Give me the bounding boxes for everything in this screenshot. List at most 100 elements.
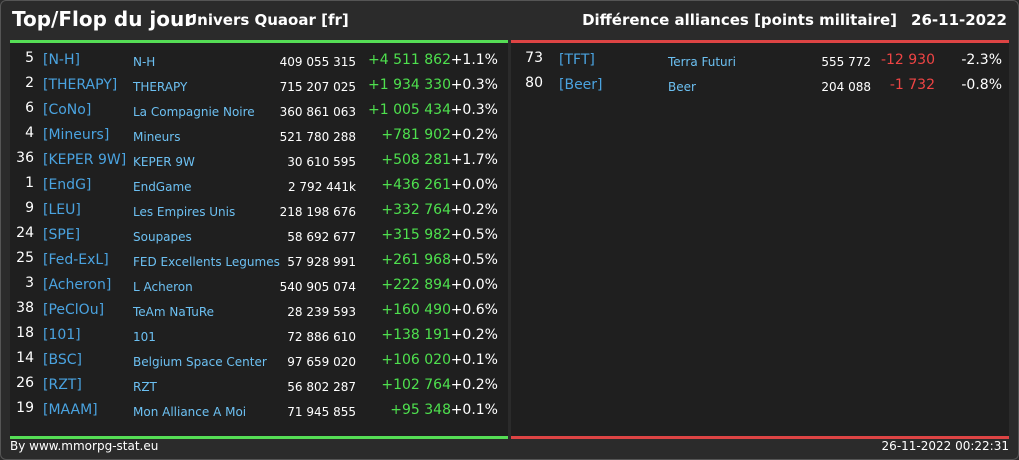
- points-difference: +1 005 434: [368, 102, 451, 118]
- percent-change: +0.2%: [450, 202, 498, 218]
- points-difference: -1 732: [889, 77, 935, 93]
- alliance-rank: 19: [16, 400, 34, 416]
- alliance-name[interactable]: EndGame: [133, 180, 192, 194]
- alliance-name[interactable]: Terra Futuri: [668, 55, 736, 69]
- alliance-rank: 4: [25, 125, 34, 141]
- alliance-rank: 26: [16, 375, 34, 391]
- alliance-tag[interactable]: [TFT]: [559, 52, 595, 68]
- alliance-name[interactable]: FED Excellents Legumes: [133, 255, 280, 269]
- alliance-points: 204 088: [821, 80, 871, 94]
- ranking-label: Différence alliances [points militaire]: [582, 11, 898, 29]
- alliance-tag[interactable]: [LEU]: [43, 202, 81, 218]
- percent-change: +0.6%: [450, 302, 498, 318]
- percent-change: -2.3%: [961, 52, 1002, 68]
- alliance-points: 57 928 991: [287, 255, 356, 269]
- alliance-name[interactable]: 101: [133, 330, 156, 344]
- alliance-name[interactable]: RZT: [133, 380, 157, 394]
- alliance-name[interactable]: Beer: [668, 80, 696, 94]
- alliance-tag[interactable]: [SPE]: [43, 227, 81, 243]
- alliance-name[interactable]: L Acheron: [133, 280, 193, 294]
- alliance-name[interactable]: Mon Alliance A Moi: [133, 405, 247, 419]
- alliance-name[interactable]: KEPER 9W: [133, 155, 195, 169]
- percent-change: +0.0%: [450, 177, 498, 193]
- top-gainers-panel: 5 [N-H] N-H 409 055 315 +4 511 862 +1.1% 2 [THE…: [10, 40, 508, 439]
- percent-change: +0.0%: [450, 277, 498, 293]
- header-date: 26-11-2022: [911, 11, 1007, 29]
- points-difference: +106 020: [381, 352, 451, 368]
- alliance-tag[interactable]: [Beer]: [559, 77, 603, 93]
- alliance-row: 5 [N-H] N-H 409 055 315 +4 511 862 +1.1%: [10, 50, 508, 75]
- alliance-tag[interactable]: [BSC]: [43, 352, 82, 368]
- alliance-rank: 14: [16, 350, 34, 366]
- alliance-points: 218 198 676: [279, 205, 356, 219]
- alliance-tag[interactable]: [101]: [43, 327, 81, 343]
- alliance-tag[interactable]: [PeClOu]: [43, 302, 105, 318]
- header-right: Différence alliances [points militaire] 2…: [582, 11, 1007, 29]
- alliance-points: 71 945 855: [287, 405, 356, 419]
- percent-change: +0.3%: [450, 77, 498, 93]
- points-difference: -12 930: [880, 52, 935, 68]
- points-difference: +436 261: [381, 177, 451, 193]
- alliance-points: 2 792 441k: [287, 180, 356, 194]
- alliance-name[interactable]: Soupapes: [133, 230, 192, 244]
- percent-change: +0.2%: [450, 127, 498, 143]
- points-difference: +222 894: [381, 277, 451, 293]
- alliance-points: 409 055 315: [279, 55, 356, 69]
- alliance-rank: 6: [25, 100, 34, 116]
- alliance-tag[interactable]: [THERAPY]: [43, 77, 118, 93]
- alliance-tag[interactable]: [Mineurs]: [43, 127, 110, 143]
- alliance-tag[interactable]: [CoNo]: [43, 102, 92, 118]
- alliance-rank: 18: [16, 325, 34, 341]
- alliance-rank: 24: [16, 225, 34, 241]
- points-difference: +332 764: [381, 202, 451, 218]
- alliance-row: 25 [Fed-ExL] FED Excellents Legumes 57 928 …: [10, 250, 508, 275]
- alliance-name[interactable]: N-H: [133, 55, 156, 69]
- alliance-tag[interactable]: [N-H]: [43, 52, 80, 68]
- alliance-points: 28 239 593: [287, 305, 356, 319]
- alliance-rank: 2: [25, 75, 34, 91]
- alliance-points: 56 802 287: [287, 380, 356, 394]
- points-difference: +508 281: [381, 152, 451, 168]
- percent-change: +0.2%: [450, 377, 498, 393]
- header: Top/Flop du jour Univers Quaoar [fr] Dif…: [0, 0, 1019, 40]
- points-difference: +315 982: [381, 227, 451, 243]
- alliance-tag[interactable]: [MAAM]: [43, 402, 98, 418]
- alliance-row: 80 [Beer] Beer 204 088 -1 732 -0.8%: [511, 75, 1009, 100]
- alliance-tag[interactable]: [EndG]: [43, 177, 92, 193]
- percent-change: +0.5%: [450, 227, 498, 243]
- alliance-tag[interactable]: [KEPER 9W]: [43, 152, 127, 168]
- alliance-rank: 9: [25, 200, 34, 216]
- alliance-tag[interactable]: [RZT]: [43, 377, 82, 393]
- points-difference: +4 511 862: [368, 52, 451, 68]
- alliance-name[interactable]: THERAPY: [133, 80, 188, 94]
- alliance-row: 38 [PeClOu] TeAm NaTuRe 28 239 593 +160 490 +…: [10, 300, 508, 325]
- alliance-row: 9 [LEU] Les Empires Unis 218 198 676 +332 76…: [10, 200, 508, 225]
- alliance-name[interactable]: Mineurs: [133, 130, 181, 144]
- alliance-row: 26 [RZT] RZT 56 802 287 +102 764 +0.2%: [10, 375, 508, 400]
- alliance-rank: 73: [525, 50, 543, 66]
- alliance-points: 30 610 595: [287, 155, 356, 169]
- alliance-points: 555 772: [821, 55, 871, 69]
- footer-timestamp: 26-11-2022 00:22:31: [881, 439, 1009, 453]
- points-difference: +102 764: [381, 377, 451, 393]
- alliance-row: 73 [TFT] Terra Futuri 555 772 -12 930 -2.3%: [511, 50, 1009, 75]
- alliance-points: 715 207 025: [279, 80, 356, 94]
- points-difference: +1 934 330: [368, 77, 451, 93]
- alliance-name[interactable]: TeAm NaTuRe: [133, 305, 215, 319]
- alliance-points: 521 780 288: [279, 130, 356, 144]
- alliance-row: 3 [Acheron] L Acheron 540 905 074 +222 894 +0…: [10, 275, 508, 300]
- alliance-name[interactable]: Belgium Space Center: [133, 355, 267, 369]
- alliance-tag[interactable]: [Fed-ExL]: [43, 252, 109, 268]
- alliance-name[interactable]: Les Empires Unis: [133, 205, 236, 219]
- percent-change: +0.1%: [450, 402, 498, 418]
- alliance-rank: 36: [16, 150, 34, 166]
- alliance-row: 36 [KEPER 9W] KEPER 9W 30 610 595 +508 281 +1…: [10, 150, 508, 175]
- alliance-tag[interactable]: [Acheron]: [43, 277, 112, 293]
- points-difference: +781 902: [381, 127, 451, 143]
- points-difference: +138 191: [381, 327, 451, 343]
- alliance-points: 58 692 677: [287, 230, 356, 244]
- points-difference: +261 968: [381, 252, 451, 268]
- alliance-name[interactable]: La Compagnie Noire: [133, 105, 255, 119]
- alliance-rank: 1: [25, 175, 34, 191]
- alliance-row: 24 [SPE] Soupapes 58 692 677 +315 982 +0.5%: [10, 225, 508, 250]
